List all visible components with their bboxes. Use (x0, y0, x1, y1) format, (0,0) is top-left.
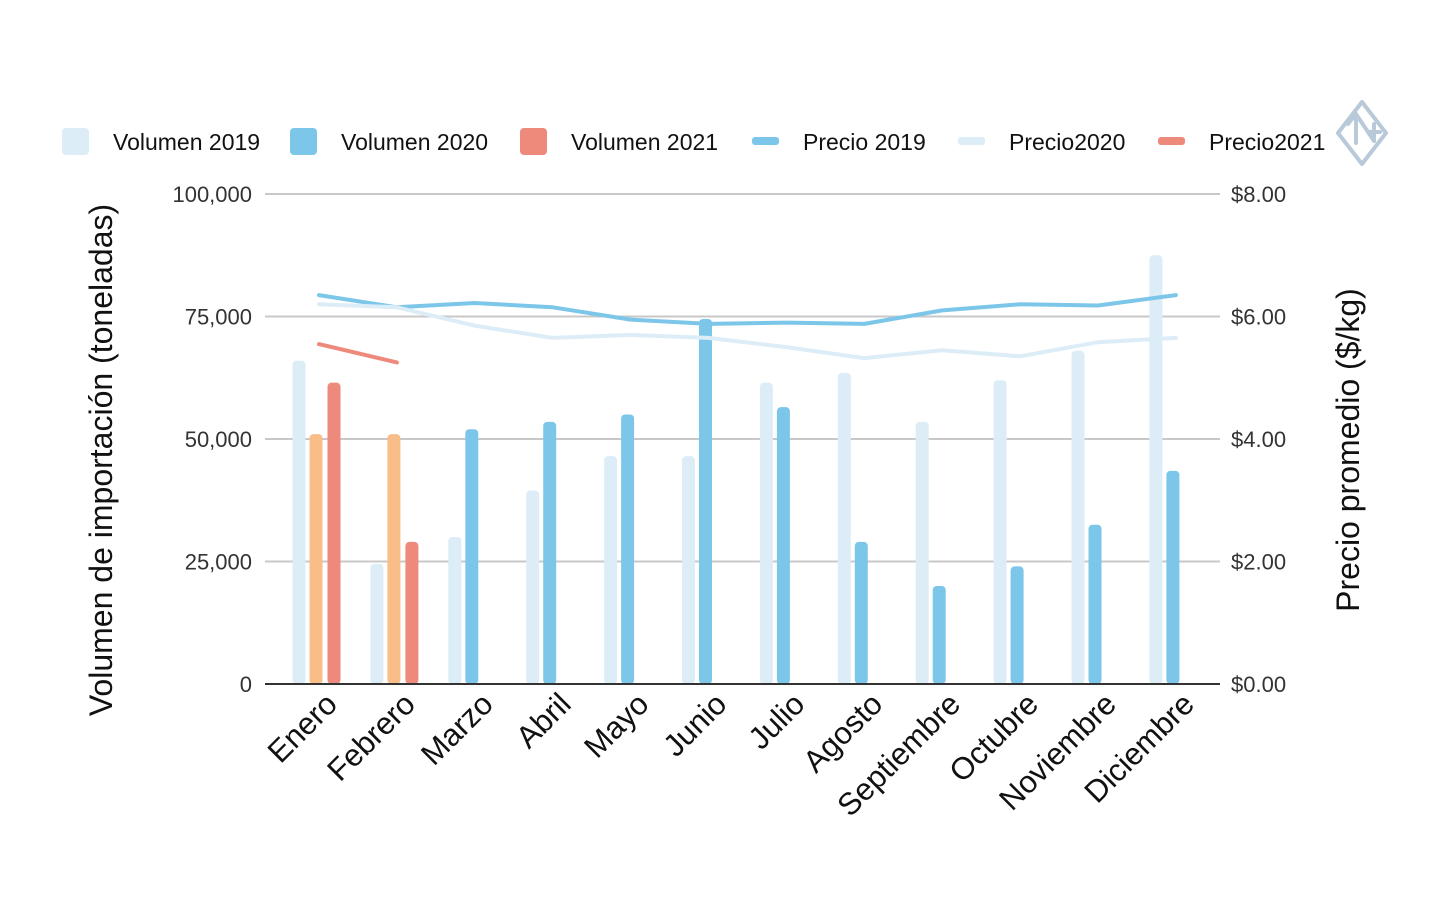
bar-volumen-2019-febrero (370, 563, 384, 684)
grid-lines (265, 193, 1220, 563)
x-tick-label: Febrero (320, 686, 422, 788)
legend-label: Volumen 2019 (113, 129, 260, 155)
y2-tick-label: $2.00 (1231, 550, 1286, 575)
bar-volumen-2019-julio (759, 382, 773, 684)
bar-volumen-2020-octubre (1010, 566, 1024, 684)
bar-volumen-2019-enero (292, 360, 306, 684)
bar-volumen-2020-mayo (621, 414, 635, 684)
bar-series-group (292, 255, 1180, 684)
bar-volumen-2019-abril (526, 490, 540, 684)
legend-swatch (290, 128, 317, 155)
legend-label: Volumen 2021 (571, 129, 718, 155)
y-tick-label: 50,000 (185, 427, 252, 452)
legend-item-volumen-2019: Volumen 2019 (62, 128, 260, 155)
legend-item-precio-2019: Precio 2019 (752, 129, 926, 155)
y-tick-label: 100,000 (172, 182, 252, 207)
bar-series-1-enero (309, 434, 323, 684)
bar-volumen-2021-febrero (405, 541, 419, 684)
legend-item-volumen-2020: Volumen 2020 (290, 128, 488, 155)
bar-volumen-2020-noviembre (1088, 524, 1102, 684)
logo-stroke-right (1366, 122, 1382, 143)
legend-item-precio2020: Precio2020 (958, 129, 1125, 155)
y2-tick-label: $4.00 (1231, 427, 1286, 452)
logo-diamond (1336, 100, 1388, 166)
legend-swatch (752, 137, 779, 145)
bar-volumen-2019-mayo (604, 456, 618, 684)
y2-axis-title: Precio promedio ($/kg) (1330, 288, 1366, 612)
y2-tick-label: $8.00 (1231, 182, 1286, 207)
bar-volumen-2020-marzo (465, 429, 479, 684)
x-tick-label: Julio (742, 686, 812, 756)
legend-label: Precio2020 (1009, 129, 1125, 155)
legend-swatch (520, 128, 547, 155)
legend-item-precio2021: Precio2021 (1158, 129, 1325, 155)
legend-swatch (62, 128, 89, 155)
bar-volumen-2019-noviembre (1071, 350, 1085, 684)
y-tick-label: 0 (240, 672, 252, 697)
bar-volumen-2019-marzo (448, 537, 462, 684)
bar-volumen-2021-enero (327, 382, 341, 684)
x-tick-label: Marzo (414, 686, 500, 772)
bar-volumen-2020-abril (543, 421, 557, 684)
line-precio2021 (317, 342, 399, 365)
y2-tick-label: $0.00 (1231, 672, 1286, 697)
bar-volumen-2019-octubre (993, 380, 1007, 684)
y2-tick-label: $6.00 (1231, 305, 1286, 330)
y-tick-label: 75,000 (185, 305, 252, 330)
line-precio-2019 (317, 293, 1178, 326)
line-precio2020 (317, 302, 1178, 361)
bar-volumen-2020-junio (699, 318, 712, 684)
legend-swatch (1158, 137, 1185, 145)
bar-volumen-2019-septiembre (915, 421, 929, 684)
bar-volumen-2019-junio (682, 456, 695, 684)
y-axis-title: Volumen de importación (toneladas) (83, 204, 119, 716)
bar-volumen-2020-julio (776, 407, 790, 684)
x-tick-label: Junio (656, 686, 733, 763)
legend-label: Precio 2019 (803, 129, 926, 155)
y-tick-label: 25,000 (185, 550, 252, 575)
legend-item-volumen-2021: Volumen 2021 (520, 128, 718, 155)
x-tick-label: Abril (509, 686, 578, 755)
bar-volumen-2020-diciembre (1166, 470, 1180, 684)
bar-volumen-2020-septiembre (932, 586, 946, 684)
x-tick-label: Mayo (577, 686, 655, 764)
bar-series-1-febrero (387, 434, 401, 684)
line-series-group (317, 293, 1178, 365)
logo-shape (1336, 100, 1388, 166)
legend-swatch (958, 137, 985, 145)
bar-volumen-2020-agosto (854, 541, 868, 684)
legend-label: Volumen 2020 (341, 129, 488, 155)
legend-label: Precio2021 (1209, 129, 1325, 155)
bar-volumen-2019-agosto (837, 372, 851, 684)
brand-logo-icon (1336, 100, 1388, 166)
logo-stroke-middle (1354, 112, 1376, 143)
legend: Volumen 2019 Volumen 2020 Volumen 2021 Prec… (62, 128, 1325, 155)
bar-volumen-2019-diciembre (1149, 255, 1163, 684)
